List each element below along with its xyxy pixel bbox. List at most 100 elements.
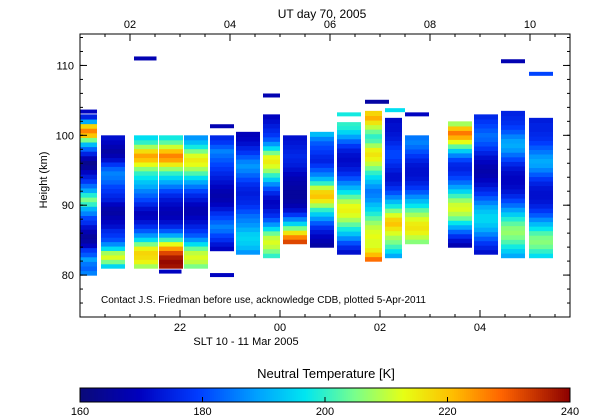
temperature-cell (159, 245, 183, 251)
temperature-cell (101, 210, 125, 216)
colorbar-step (318, 388, 321, 402)
temperature-cell (184, 188, 208, 194)
temperature-cell (529, 208, 553, 214)
colorbar-step (278, 388, 281, 402)
colorbar-step (136, 388, 139, 402)
colorbar-step (226, 388, 229, 402)
colorbar-step (284, 388, 287, 402)
temperature-cell (101, 166, 125, 172)
temperature-cell (101, 214, 125, 221)
temperature-cell (80, 238, 97, 244)
temperature-cell (210, 197, 234, 203)
colorbar-step (146, 388, 149, 402)
temperature-cell (474, 136, 498, 143)
temperature-cell (101, 206, 125, 212)
colorbar-step (236, 388, 239, 402)
colorbar-step (490, 388, 493, 402)
colorbar-step (260, 388, 263, 402)
temperature-cell (159, 259, 183, 265)
colorbar-step (244, 388, 247, 402)
temperature-cell (365, 138, 382, 144)
temperature-cell (134, 161, 158, 167)
colorbar-title: Neutral Temperature [K] (257, 366, 395, 381)
temperature-cell (529, 122, 553, 128)
colorbar-step (242, 388, 245, 402)
colorbar-step (294, 388, 297, 402)
temperature-cell (474, 249, 498, 255)
temperature-cell (236, 159, 260, 165)
x-axis-label: SLT 10 - 11 Mar 2005 (193, 336, 298, 348)
temperature-cell (385, 176, 402, 182)
temperature-cell (134, 188, 158, 194)
temperature-cell (405, 148, 429, 154)
colorbar-step (358, 388, 361, 402)
temperature-cell (134, 192, 158, 198)
temperature-cell (529, 239, 553, 245)
colorbar-step (224, 388, 227, 402)
temperature-cell (80, 141, 97, 148)
temperature-cell (310, 158, 334, 164)
colorbar-step (436, 388, 439, 402)
temperature-cell (337, 166, 361, 172)
colorbar-step (526, 388, 529, 402)
temperature-cell (448, 139, 472, 145)
colorbar-step (176, 388, 179, 402)
temperature-cell (337, 124, 361, 131)
colorbar-step (268, 388, 271, 402)
temperature-cell (263, 150, 280, 156)
temperature-cell (159, 232, 183, 238)
temperature-cell (101, 250, 125, 256)
temperature-cell (448, 179, 472, 185)
colorbar-tick-label: 200 (316, 406, 334, 418)
temperature-cell (210, 210, 234, 216)
colorbar-step (184, 388, 187, 402)
colorbar-step (330, 388, 333, 402)
temperature-cell (80, 114, 97, 120)
colorbar-step (208, 388, 211, 402)
colorbar-step (210, 388, 213, 402)
temperature-cell (101, 188, 125, 194)
temperature-cell (101, 232, 125, 238)
temperature-cell (385, 185, 402, 191)
temperature-cell (159, 263, 183, 269)
temperature-dash (405, 112, 429, 117)
temperature-cell (310, 162, 334, 168)
temperature-cell (134, 201, 158, 207)
temperature-cell (101, 201, 125, 207)
temperature-cell (501, 175, 525, 181)
colorbar-step (140, 388, 143, 402)
temperature-cell (448, 229, 472, 235)
colorbar-step (392, 388, 395, 402)
temperature-cell (448, 193, 472, 199)
colorbar-step (424, 388, 427, 402)
temperature-cell (184, 201, 208, 207)
colorbar-step (240, 388, 243, 402)
colorbar-step (394, 388, 397, 402)
colorbar-step (458, 388, 461, 402)
temperature-cell (474, 236, 498, 242)
temperature-cell (405, 157, 429, 163)
colorbar-step (170, 388, 173, 402)
temperature-dash (210, 124, 234, 129)
colorbar-step (292, 388, 295, 402)
temperature-cell (283, 135, 307, 141)
temperature-cell (159, 157, 183, 163)
temperature-cell (365, 151, 382, 157)
temperature-cell (365, 215, 382, 221)
colorbar-step (410, 388, 413, 402)
temperature-cell (337, 147, 361, 154)
colorbar-step (310, 388, 313, 402)
colorbar-step (420, 388, 423, 402)
temperature-cell (236, 136, 260, 142)
temperature-cell (134, 237, 158, 243)
temperature-cell (263, 235, 280, 241)
temperature-cell (159, 214, 183, 221)
temperature-cell (80, 187, 97, 194)
temperature-cell (134, 228, 158, 234)
temperature-cell (80, 215, 97, 221)
temperature-cell (80, 146, 97, 152)
temperature-cell (80, 192, 97, 198)
colorbar-step (88, 388, 91, 402)
temperature-cell (80, 247, 97, 253)
temperature-cell (159, 192, 183, 198)
